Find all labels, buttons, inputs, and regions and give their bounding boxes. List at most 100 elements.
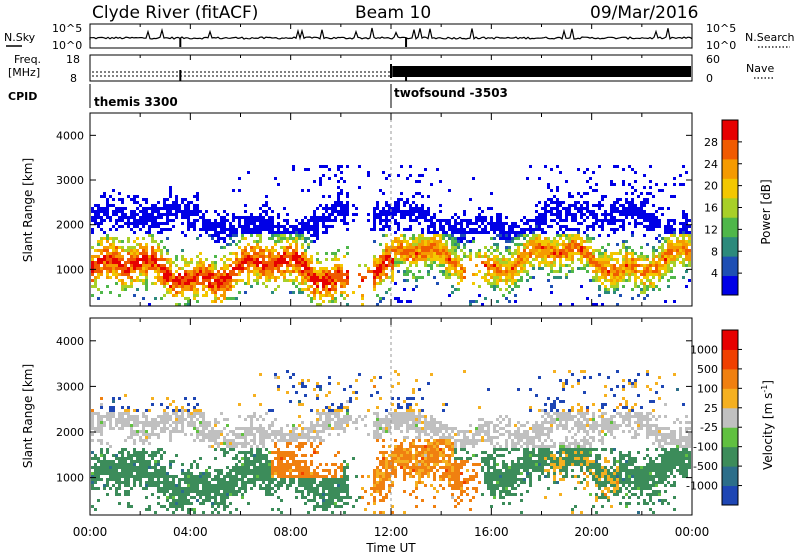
power-cell-2559 (547, 246, 550, 249)
power-cell-3115 (637, 258, 640, 261)
power-cell-2059 (451, 243, 454, 246)
power-cell-233 (130, 210, 133, 213)
velocity-cell-1025 (262, 478, 265, 481)
velocity-cell-252 (133, 448, 136, 451)
power-cell-629 (193, 228, 196, 231)
velocity-cell-965 (253, 463, 256, 466)
power-cell-2199 (484, 228, 487, 231)
velocity-cell-15 (91, 481, 94, 484)
power-cell-2565 (547, 273, 550, 276)
velocity-cell-1186 (292, 385, 295, 388)
velocity-cell-346 (148, 472, 151, 475)
power-cell-2228 (490, 225, 493, 228)
power-cell-1123 (277, 240, 280, 243)
velocity-cell-1221 (298, 424, 301, 427)
velocity-cell-58 (100, 430, 103, 433)
power-cell-59 (100, 228, 103, 231)
velocity-cell-964 (253, 460, 256, 463)
power-cell-2563 (547, 261, 550, 264)
power-cell-1946 (430, 249, 433, 252)
velocity-cell-866 (235, 508, 238, 511)
power-cell-1288 (307, 189, 310, 192)
power-cell-2356 (511, 231, 514, 234)
power-cell-433 (160, 252, 163, 255)
velocity-cell-223 (127, 493, 130, 496)
power-cell-2508 (538, 249, 541, 252)
power-cell-571 (184, 216, 187, 219)
power-cell-3334 (673, 255, 676, 258)
power-cell-1193 (292, 165, 295, 168)
power-cell-1952 (430, 267, 433, 270)
power-cell-160 (115, 273, 118, 276)
velocity-cell-604 (193, 397, 196, 400)
power-cell-1350 (316, 222, 319, 225)
power-colorbar-label-5: 24 (704, 158, 718, 171)
power-cell-191 (121, 249, 124, 252)
power-cell-561 (181, 282, 184, 285)
power-cell-256 (133, 216, 136, 219)
velocity-cell-248 (133, 430, 136, 433)
velocity-cell-1096 (274, 484, 277, 487)
power-cell-1630 (379, 267, 382, 270)
velocity-cell-1441 (331, 409, 334, 412)
power-cell-3212 (652, 255, 655, 258)
velocity-cell-99 (109, 409, 112, 412)
power-cell-1335 (313, 234, 316, 237)
power-cell-2567 (550, 168, 553, 171)
power-cell-583 (184, 297, 187, 300)
power-cell-3306 (670, 195, 673, 198)
power-cell-121 (109, 267, 112, 270)
velocity-cell-1109 (277, 463, 280, 466)
power-cell-2876 (601, 222, 604, 225)
power-cell-3054 (628, 246, 631, 249)
power-cell-1879 (418, 255, 421, 258)
power-cell-1242 (298, 282, 301, 285)
velocity-cell-1048 (268, 427, 271, 430)
date-title: 09/Mar/2016 (590, 3, 698, 23)
power-cell-594 (187, 228, 190, 231)
power-cell-2675 (565, 255, 568, 258)
power-cell-899 (241, 228, 244, 231)
power-cell-352 (145, 285, 148, 288)
power-cell-2031 (445, 270, 448, 273)
velocity-cell-1263 (304, 433, 307, 436)
velocity-cell-808 (226, 472, 229, 475)
velocity-cell-809 (226, 475, 229, 478)
power-cell-2087 (454, 270, 457, 273)
power-cell-781 (220, 246, 223, 249)
power-cell-1098 (271, 291, 274, 294)
power-cell-2798 (586, 270, 589, 273)
power-cell-1220 (295, 252, 298, 255)
power-cell-3031 (625, 210, 628, 213)
velocity-cell-85 (106, 418, 109, 421)
power-cell-3106 (634, 282, 637, 285)
velocity-cell-307 (142, 457, 145, 460)
power-cell-3289 (667, 225, 670, 228)
power-cell-2882 (601, 258, 604, 261)
power-cell-1089 (271, 252, 274, 255)
power-cell-874 (235, 261, 238, 264)
power-cell-2789 (586, 237, 589, 240)
power-cell-1338 (313, 270, 316, 273)
power-cell-2809 (589, 255, 592, 258)
power-cell-183 (121, 207, 124, 210)
power-cell-747 (214, 264, 217, 267)
power-cell-2262 (496, 222, 499, 225)
power-cell-1806 (409, 174, 412, 177)
velocity-cell-1478 (337, 409, 340, 412)
velocity-cell-1256 (301, 484, 304, 487)
velocity-cell-268 (136, 430, 139, 433)
power-cell-1325 (310, 300, 313, 303)
power-cell-1916 (424, 264, 427, 267)
power-cell-1020 (259, 273, 262, 276)
power-cell-2853 (598, 204, 601, 207)
power-cell-1937 (430, 216, 433, 219)
power-cell-1303 (307, 276, 310, 279)
power-cell-1987 (439, 222, 442, 225)
power-cell-2024 (445, 246, 448, 249)
power-cell-2219 (487, 270, 490, 273)
power-cell-1425 (325, 294, 328, 297)
power-cell-2309 (502, 264, 505, 267)
power-cell-1547 (346, 228, 349, 231)
power-cell-1966 (433, 255, 436, 258)
